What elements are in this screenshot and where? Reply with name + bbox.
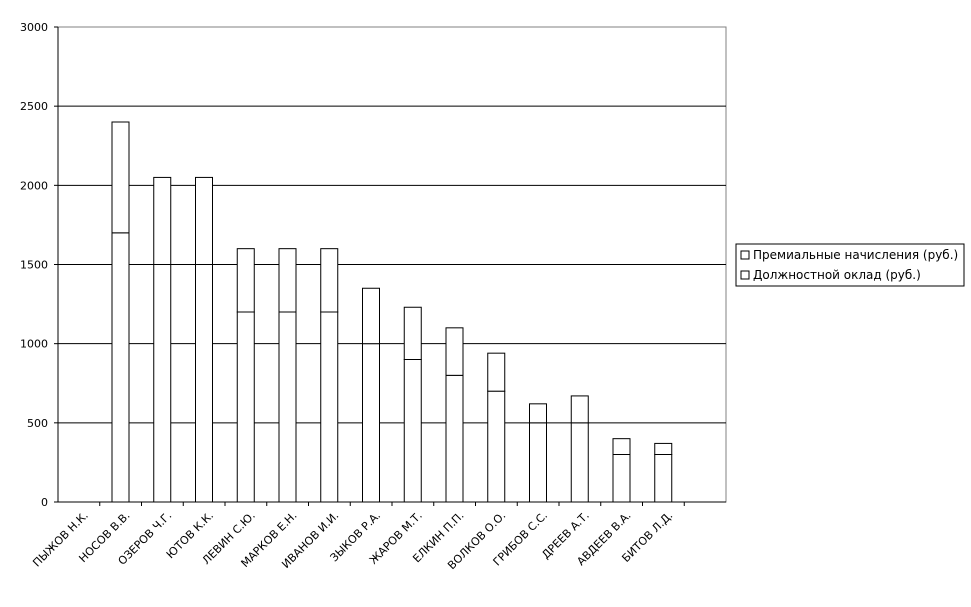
- bar-segment-bonus: [403, 306, 422, 360]
- axes: [54, 26, 726, 506]
- y-tick-labels: 0 500 1000 1500 2000 2500 3000: [20, 21, 48, 509]
- legend: Премиальные начисления (руб.) Должностно…: [735, 243, 965, 287]
- bar-segment-salary: [153, 264, 172, 503]
- bar-segment-salary: [195, 264, 213, 503]
- y-tick-label: 2000: [20, 179, 48, 192]
- bar-segment-salary: [445, 374, 464, 503]
- bar-segment-salary: [403, 359, 422, 503]
- bar-segment-salary: [278, 311, 297, 503]
- bar-segment-bonus: [320, 248, 339, 313]
- bar-segment-salary: [320, 311, 339, 503]
- bar-segment-bonus: [529, 403, 547, 424]
- bar-segment-bonus: [153, 176, 172, 266]
- y-tick-label: 3000: [20, 21, 48, 34]
- bar-segment-bonus: [487, 352, 506, 392]
- bar-segment-salary: [487, 390, 506, 503]
- bar-segment-bonus: [278, 248, 297, 313]
- bars: [111, 121, 673, 503]
- bar-segment-bonus: [612, 438, 631, 455]
- bar-segment-bonus: [570, 395, 589, 424]
- bar-segment-bonus: [236, 248, 255, 313]
- legend-swatch-bonus: [740, 250, 750, 260]
- legend-swatch-salary: [740, 270, 750, 280]
- legend-box: [735, 243, 965, 287]
- y-tick-label: 1500: [20, 259, 48, 272]
- bar-segment-bonus: [654, 442, 673, 455]
- bar-segment-bonus: [195, 176, 213, 266]
- bar-segment-bonus: [111, 121, 130, 234]
- bar-segment-salary: [570, 422, 589, 503]
- y-tick-label: 2500: [20, 100, 48, 113]
- bar-segment-salary: [111, 232, 130, 503]
- bar-segment-salary: [362, 343, 380, 503]
- bar-segment-salary: [236, 311, 255, 503]
- y-tick-label: 500: [27, 417, 48, 430]
- legend-entry-salary: Должностной оклад (руб.): [753, 268, 921, 282]
- y-tick-label: 0: [41, 496, 48, 509]
- bar-segment-salary: [529, 422, 547, 503]
- y-tick-label: 1000: [20, 338, 48, 351]
- bar-segment-salary: [612, 454, 631, 503]
- bar-segment-bonus: [362, 287, 380, 345]
- bar-segment-bonus: [445, 327, 464, 376]
- bar-segment-salary: [654, 454, 673, 503]
- x-category-labels: ПЫЖОВ Н.К.НОСОВ В.В.ОЗЕРОВ Ч.Г.ЮТОВ К.К.…: [30, 509, 675, 572]
- legend-entry-bonus: Премиальные начисления (руб.): [753, 248, 958, 262]
